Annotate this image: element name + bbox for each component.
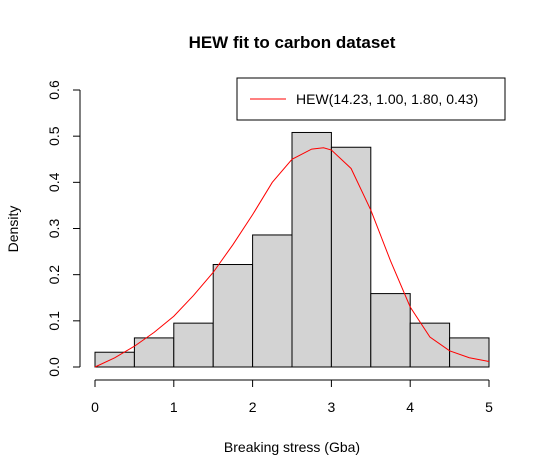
y-tick-label: 0.1 <box>46 311 62 331</box>
x-tick-label: 1 <box>170 399 178 415</box>
x-tick-label: 4 <box>406 399 414 415</box>
y-tick-label: 0.5 <box>46 126 62 146</box>
y-tick-label: 0.6 <box>46 80 62 100</box>
histogram-bars <box>94 131 490 368</box>
x-tick-label: 3 <box>328 399 336 415</box>
x-tick-label: 5 <box>485 399 493 415</box>
histogram-bar <box>133 337 175 368</box>
histogram-bar <box>409 322 451 368</box>
histogram-bar <box>212 264 254 368</box>
y-tick-label: 0.4 <box>46 172 62 192</box>
histogram-bar <box>291 131 332 368</box>
y-tick-label: 0.3 <box>46 219 62 239</box>
legend-entry-label: HEW(14.23, 1.00, 1.80, 0.43) <box>296 91 478 107</box>
y-tick-label: 0.0 <box>46 357 62 377</box>
histogram-bar <box>252 234 293 368</box>
histogram-bar <box>330 146 372 368</box>
y-axis: 0.0 0.1 0.2 0.3 0.4 0.5 0.6 <box>46 80 81 377</box>
legend: HEW(14.23, 1.00, 1.80, 0.43) <box>236 77 506 121</box>
x-axis-label: Breaking stress (Gba) <box>224 439 360 455</box>
histogram-bar <box>173 322 214 368</box>
histogram-bar <box>370 293 411 368</box>
x-axis: 0 1 2 3 4 5 <box>91 379 493 415</box>
histogram-bar <box>449 337 490 368</box>
fit-curve <box>94 147 490 368</box>
y-axis-label: Density <box>5 206 21 253</box>
x-tick-label: 0 <box>91 399 99 415</box>
chart-title: HEW fit to carbon dataset <box>189 33 396 52</box>
histogram-bar <box>94 351 135 368</box>
y-tick-label: 0.2 <box>46 265 62 285</box>
fit-curve-line <box>94 147 490 368</box>
x-tick-label: 2 <box>249 399 257 415</box>
